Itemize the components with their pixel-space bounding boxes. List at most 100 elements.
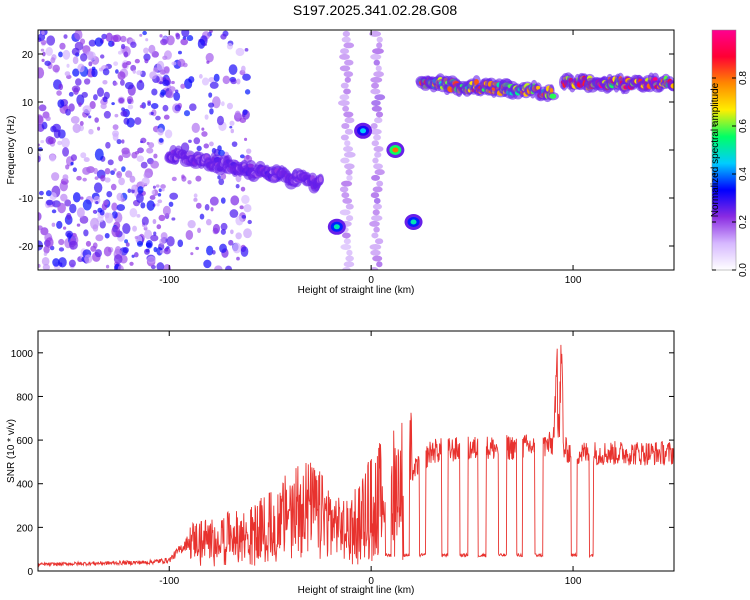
spectral-blob <box>71 85 81 93</box>
spectral-blob <box>195 246 200 251</box>
spectral-blob <box>93 167 98 175</box>
spectral-blob <box>83 157 90 163</box>
spectral-blob <box>51 172 60 181</box>
spectral-blob <box>38 143 41 147</box>
spectral-blob <box>100 100 104 104</box>
spectral-blob <box>80 53 88 62</box>
y-tick-label: 0 <box>27 146 33 157</box>
spectral-blob <box>228 239 234 246</box>
spectral-blob <box>171 176 177 182</box>
spectral-blob <box>126 95 134 104</box>
spectral-blob <box>91 66 96 71</box>
spectral-blob <box>343 261 355 268</box>
spectral-blob <box>160 232 168 240</box>
spectral-blob <box>45 237 54 248</box>
spectral-blob <box>174 89 179 93</box>
colorbar: 0.0 0.2 0.4 0.6 0.8 Normalized spectral ampl… <box>710 29 749 277</box>
spectral-blob <box>136 214 141 218</box>
spectral-blob <box>42 51 46 57</box>
spectral-blob <box>242 73 251 81</box>
spectral-blob <box>145 239 153 249</box>
spectral-blob <box>371 105 382 112</box>
spectral-blob <box>318 176 323 183</box>
spectral-blob <box>57 202 66 214</box>
spectral-blob <box>57 140 63 146</box>
spectral-blob <box>188 76 195 84</box>
spectral-blob <box>62 147 70 157</box>
spectral-blob <box>136 80 145 91</box>
spectral-blob <box>344 140 351 147</box>
spectral-blob <box>208 76 215 83</box>
spectral-blob <box>64 199 72 207</box>
spectral-blob <box>344 163 355 170</box>
spectral-blob <box>62 49 71 60</box>
spectral-blob <box>45 199 53 206</box>
spectral-blob <box>370 76 383 83</box>
spectral-blob <box>132 69 136 74</box>
spectral-blob <box>209 108 214 115</box>
y-tick-label: 20 <box>22 50 34 61</box>
spectral-blob <box>58 257 67 268</box>
spectral-blob <box>79 121 84 126</box>
spectral-blob <box>148 142 155 149</box>
spectral-blob <box>77 63 85 73</box>
spectral-blob <box>76 207 85 218</box>
spectral-blob <box>57 99 65 108</box>
spectral-blob <box>340 48 350 55</box>
spectral-blob <box>58 238 65 246</box>
spectral-blob <box>152 219 157 225</box>
spectral-blob <box>162 55 168 61</box>
spectral-blob <box>338 99 350 106</box>
spectral-blob <box>371 140 379 147</box>
colorbar-tick-label: 0.6 <box>738 119 749 133</box>
spectral-blob <box>58 83 64 91</box>
spectral-blob <box>157 127 164 136</box>
spectral-blob <box>144 248 150 255</box>
spectral-blob <box>374 117 383 124</box>
spectral-blob <box>62 226 67 230</box>
x-tick-label: 0 <box>368 576 374 587</box>
spectral-blob <box>236 78 241 85</box>
spectral-blob <box>166 35 175 46</box>
spectral-blob <box>150 160 160 169</box>
spectral-blob <box>240 246 249 257</box>
spectral-blob <box>242 109 248 115</box>
spectral-blob <box>68 103 75 112</box>
spectral-blob <box>161 187 165 192</box>
spectral-blob <box>158 188 162 193</box>
spectral-blob <box>139 104 144 109</box>
spectral-blob <box>341 192 350 199</box>
spectral-blob <box>66 212 72 220</box>
spectral-blob <box>341 180 353 187</box>
spectral-blob <box>372 255 383 262</box>
spectral-blob <box>158 138 164 143</box>
spectral-blob <box>374 238 384 245</box>
spectral-blob <box>159 81 163 85</box>
snr-data <box>38 344 674 568</box>
spectral-blob <box>88 39 96 47</box>
spectral-blob <box>95 234 104 242</box>
spectral-blob <box>38 225 43 231</box>
spectral-blob <box>140 202 146 209</box>
spectral-blob <box>45 47 53 56</box>
spectral-blob <box>209 81 219 89</box>
spectral-blob <box>146 147 154 154</box>
spectral-blob <box>44 60 51 66</box>
spectral-blob <box>120 79 125 86</box>
spectral-blob <box>38 263 41 268</box>
spectral-blob <box>181 174 185 179</box>
spectral-blob <box>124 239 129 244</box>
spectral-blob <box>43 252 48 256</box>
spectral-blob <box>340 243 352 250</box>
spectral-blob <box>104 212 110 219</box>
spectral-blob <box>113 254 123 264</box>
spectral-blob <box>68 91 74 97</box>
spectral-blob <box>81 91 88 98</box>
spectral-blob <box>134 58 140 64</box>
spectral-blob <box>376 36 383 43</box>
spectral-blob <box>113 61 119 66</box>
spectral-blob <box>342 267 351 270</box>
spectral-blob <box>168 86 176 93</box>
spectral-blob <box>373 163 383 170</box>
